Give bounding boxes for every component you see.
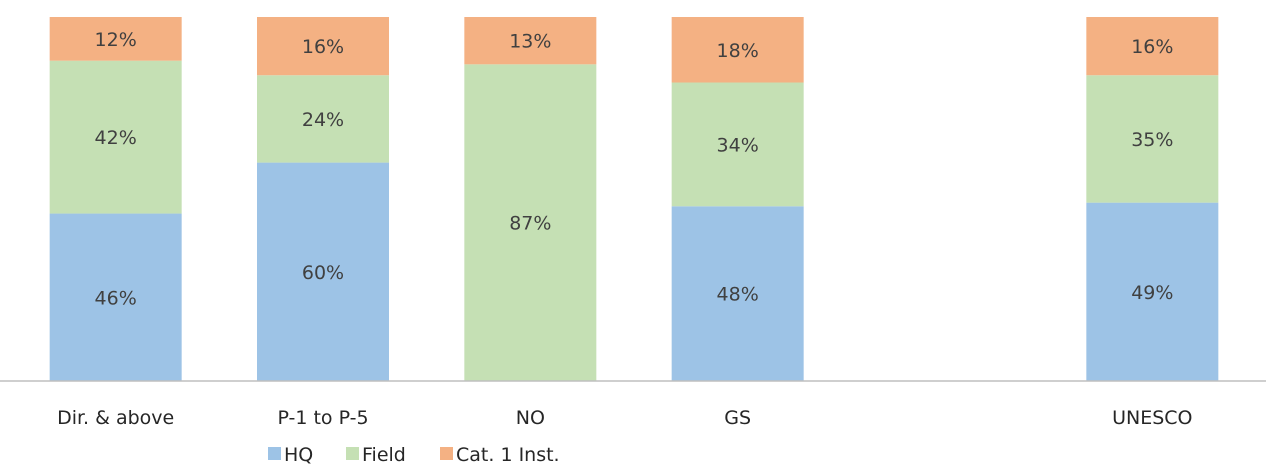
data-label-hq-p-1-to-p-5: 60%	[302, 262, 344, 284]
legend-label-hq: HQ	[284, 444, 313, 466]
legend-label-field: Field	[362, 444, 406, 466]
data-label-cat-1-inst-unesco: 16%	[1131, 36, 1173, 58]
legend-swatch-field	[346, 447, 359, 460]
data-label-hq-gs: 48%	[717, 284, 759, 306]
bar-hq-dir-above	[49, 213, 182, 381]
legend: HQ Field Cat. 1 Inst.	[268, 444, 560, 466]
bar-field-unesco	[1086, 75, 1219, 203]
category-label-p-1-to-p-5: P-1 to P-5	[277, 407, 368, 429]
bar-cat-1-inst-gs	[671, 17, 804, 83]
category-label-gs: GS	[724, 407, 751, 429]
bar-field-no	[464, 64, 597, 381]
bar-field-p-1-to-p-5	[257, 75, 389, 163]
data-label-field-p-1-to-p-5: 24%	[302, 109, 344, 131]
bar-hq-gs	[671, 206, 804, 381]
data-label-cat-1-inst-dir-above: 12%	[95, 29, 137, 51]
category-label-dir-above: Dir. & above	[57, 407, 174, 429]
legend-swatch-cat-1-inst	[440, 447, 453, 460]
data-label-field-unesco: 35%	[1131, 129, 1173, 151]
bar-hq-unesco	[1086, 202, 1219, 381]
legend-item-hq: HQ	[268, 444, 313, 466]
data-label-cat-1-inst-p-1-to-p-5: 16%	[302, 36, 344, 58]
bar-cat-1-inst-dir-above	[49, 17, 182, 61]
bar-field-dir-above	[49, 60, 182, 214]
data-label-field-no: 87%	[509, 213, 551, 235]
data-label-hq-unesco: 49%	[1131, 282, 1173, 304]
legend-swatch-hq	[268, 447, 281, 460]
bar-cat-1-inst-no	[464, 17, 597, 65]
bar-cat-1-inst-p-1-to-p-5	[257, 17, 389, 76]
legend-item-cat-1-inst: Cat. 1 Inst.	[440, 444, 560, 466]
category-label-no: NO	[516, 407, 545, 429]
category-label-unesco: UNESCO	[1112, 407, 1192, 429]
legend-item-field: Field	[346, 444, 406, 466]
bar-cat-1-inst-unesco	[1086, 17, 1219, 76]
legend-label-cat-1-inst: Cat. 1 Inst.	[456, 444, 560, 466]
data-label-field-gs: 34%	[717, 134, 759, 156]
bar-field-gs	[671, 82, 804, 207]
data-label-cat-1-inst-gs: 18%	[717, 40, 759, 62]
bar-hq-p-1-to-p-5	[257, 162, 389, 381]
data-label-hq-dir-above: 46%	[95, 287, 137, 309]
data-label-field-dir-above: 42%	[95, 127, 137, 149]
category-labels: Dir. & above P-1 to P-5 NO GS UNESCO	[57, 407, 1192, 429]
bars-group: 46% 42% 12% 60% 24% 16% 87% 13% 48% 34% 18% 49% 35% 1…	[49, 17, 1219, 381]
data-label-cat-1-inst-no: 13%	[509, 31, 551, 53]
